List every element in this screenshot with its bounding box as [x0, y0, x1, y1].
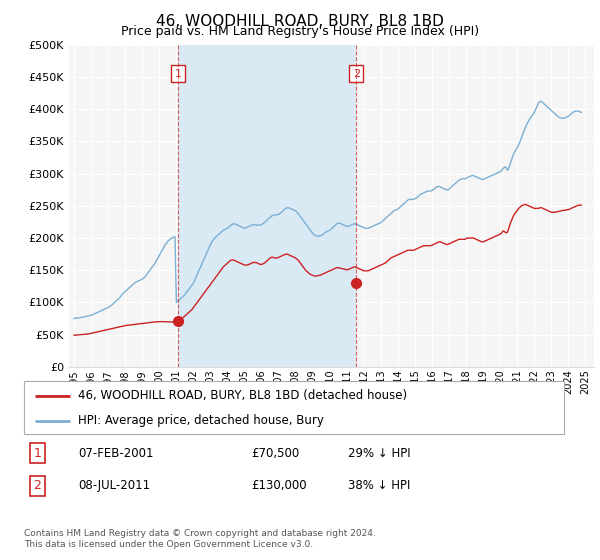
Text: 29% ↓ HPI: 29% ↓ HPI	[348, 447, 410, 460]
Text: 2: 2	[353, 69, 360, 79]
Text: 1: 1	[175, 69, 182, 79]
Bar	[178, 45, 356, 367]
Text: 46, WOODHILL ROAD, BURY, BL8 1BD (detached house): 46, WOODHILL ROAD, BURY, BL8 1BD (detach…	[78, 389, 407, 402]
Text: £130,000: £130,000	[251, 479, 307, 492]
Text: 08-JUL-2011: 08-JUL-2011	[78, 479, 150, 492]
Text: HPI: Average price, detached house, Bury: HPI: Average price, detached house, Bury	[78, 414, 324, 427]
FancyBboxPatch shape	[24, 381, 564, 434]
Text: 2: 2	[34, 479, 41, 492]
Text: Price paid vs. HM Land Registry's House Price Index (HPI): Price paid vs. HM Land Registry's House …	[121, 25, 479, 38]
Text: £70,500: £70,500	[251, 447, 299, 460]
Text: 07-FEB-2001: 07-FEB-2001	[78, 447, 154, 460]
Text: 1: 1	[34, 447, 41, 460]
Text: 38% ↓ HPI: 38% ↓ HPI	[348, 479, 410, 492]
Text: Contains HM Land Registry data © Crown copyright and database right 2024.
This d: Contains HM Land Registry data © Crown c…	[24, 529, 376, 549]
Text: 46, WOODHILL ROAD, BURY, BL8 1BD: 46, WOODHILL ROAD, BURY, BL8 1BD	[156, 14, 444, 29]
